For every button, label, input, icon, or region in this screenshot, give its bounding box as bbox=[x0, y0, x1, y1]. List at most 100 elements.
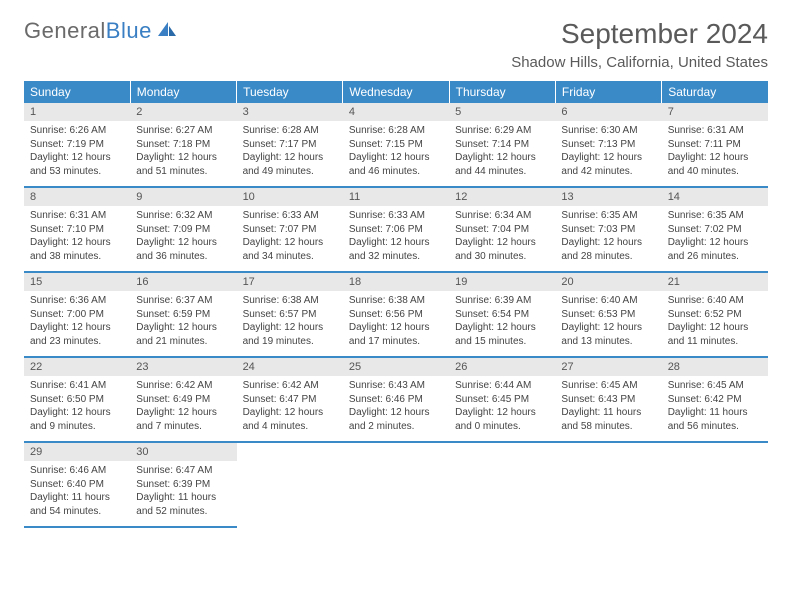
sunrise-text: Sunrise: 6:35 AM bbox=[668, 209, 762, 223]
sunset-text: Sunset: 7:18 PM bbox=[136, 138, 230, 152]
day-number: 6 bbox=[555, 103, 661, 121]
sunset-text: Sunset: 7:02 PM bbox=[668, 223, 762, 237]
day-number: 1 bbox=[24, 103, 130, 121]
daylight-text: Daylight: 11 hours and 52 minutes. bbox=[136, 491, 230, 518]
sunset-text: Sunset: 6:46 PM bbox=[349, 393, 443, 407]
calendar-row: 1Sunrise: 6:26 AMSunset: 7:19 PMDaylight… bbox=[24, 103, 768, 187]
sunset-text: Sunset: 6:42 PM bbox=[668, 393, 762, 407]
sunset-text: Sunset: 6:59 PM bbox=[136, 308, 230, 322]
calendar-cell bbox=[343, 442, 449, 527]
day-number: 5 bbox=[449, 103, 555, 121]
daylight-text: Daylight: 11 hours and 56 minutes. bbox=[668, 406, 762, 433]
sunset-text: Sunset: 7:07 PM bbox=[243, 223, 337, 237]
day-number: 19 bbox=[449, 273, 555, 291]
day-number: 14 bbox=[662, 188, 768, 206]
weekday-header: Sunday bbox=[24, 81, 130, 103]
day-body: Sunrise: 6:44 AMSunset: 6:45 PMDaylight:… bbox=[449, 376, 555, 441]
day-body: Sunrise: 6:47 AMSunset: 6:39 PMDaylight:… bbox=[130, 461, 236, 526]
day-number: 4 bbox=[343, 103, 449, 121]
day-number: 12 bbox=[449, 188, 555, 206]
empty-body bbox=[449, 461, 555, 521]
sunrise-text: Sunrise: 6:28 AM bbox=[243, 124, 337, 138]
daylight-text: Daylight: 12 hours and 53 minutes. bbox=[30, 151, 124, 178]
calendar-row: 15Sunrise: 6:36 AMSunset: 7:00 PMDayligh… bbox=[24, 272, 768, 357]
day-number: 18 bbox=[343, 273, 449, 291]
sunrise-text: Sunrise: 6:26 AM bbox=[30, 124, 124, 138]
calendar-cell: 16Sunrise: 6:37 AMSunset: 6:59 PMDayligh… bbox=[130, 272, 236, 357]
daylight-text: Daylight: 12 hours and 11 minutes. bbox=[668, 321, 762, 348]
calendar-cell: 27Sunrise: 6:45 AMSunset: 6:43 PMDayligh… bbox=[555, 357, 661, 442]
day-body: Sunrise: 6:40 AMSunset: 6:53 PMDaylight:… bbox=[555, 291, 661, 356]
empty-body bbox=[555, 461, 661, 521]
sunrise-text: Sunrise: 6:30 AM bbox=[561, 124, 655, 138]
sail-icon bbox=[156, 18, 178, 44]
sunrise-text: Sunrise: 6:40 AM bbox=[561, 294, 655, 308]
calendar-cell: 28Sunrise: 6:45 AMSunset: 6:42 PMDayligh… bbox=[662, 357, 768, 442]
calendar-cell: 20Sunrise: 6:40 AMSunset: 6:53 PMDayligh… bbox=[555, 272, 661, 357]
calendar-cell: 2Sunrise: 6:27 AMSunset: 7:18 PMDaylight… bbox=[130, 103, 236, 187]
calendar-cell: 5Sunrise: 6:29 AMSunset: 7:14 PMDaylight… bbox=[449, 103, 555, 187]
calendar-cell: 29Sunrise: 6:46 AMSunset: 6:40 PMDayligh… bbox=[24, 442, 130, 527]
empty-body bbox=[662, 461, 768, 521]
calendar-cell: 4Sunrise: 6:28 AMSunset: 7:15 PMDaylight… bbox=[343, 103, 449, 187]
brand-part1: General bbox=[24, 18, 106, 44]
day-number: 28 bbox=[662, 358, 768, 376]
sunset-text: Sunset: 7:00 PM bbox=[30, 308, 124, 322]
calendar-cell: 10Sunrise: 6:33 AMSunset: 7:07 PMDayligh… bbox=[237, 187, 343, 272]
sunset-text: Sunset: 7:06 PM bbox=[349, 223, 443, 237]
calendar-cell: 14Sunrise: 6:35 AMSunset: 7:02 PMDayligh… bbox=[662, 187, 768, 272]
calendar-cell: 19Sunrise: 6:39 AMSunset: 6:54 PMDayligh… bbox=[449, 272, 555, 357]
sunrise-text: Sunrise: 6:33 AM bbox=[243, 209, 337, 223]
calendar-cell: 1Sunrise: 6:26 AMSunset: 7:19 PMDaylight… bbox=[24, 103, 130, 187]
sunrise-text: Sunrise: 6:37 AM bbox=[136, 294, 230, 308]
sunrise-text: Sunrise: 6:31 AM bbox=[30, 209, 124, 223]
sunrise-text: Sunrise: 6:38 AM bbox=[349, 294, 443, 308]
day-number: 23 bbox=[130, 358, 236, 376]
day-body: Sunrise: 6:45 AMSunset: 6:43 PMDaylight:… bbox=[555, 376, 661, 441]
calendar-cell: 13Sunrise: 6:35 AMSunset: 7:03 PMDayligh… bbox=[555, 187, 661, 272]
daylight-text: Daylight: 12 hours and 42 minutes. bbox=[561, 151, 655, 178]
day-number: 29 bbox=[24, 443, 130, 461]
day-body: Sunrise: 6:40 AMSunset: 6:52 PMDaylight:… bbox=[662, 291, 768, 356]
sunrise-text: Sunrise: 6:39 AM bbox=[455, 294, 549, 308]
calendar-cell: 24Sunrise: 6:42 AMSunset: 6:47 PMDayligh… bbox=[237, 357, 343, 442]
sunset-text: Sunset: 6:54 PM bbox=[455, 308, 549, 322]
day-body: Sunrise: 6:46 AMSunset: 6:40 PMDaylight:… bbox=[24, 461, 130, 526]
calendar-cell: 11Sunrise: 6:33 AMSunset: 7:06 PMDayligh… bbox=[343, 187, 449, 272]
sunrise-text: Sunrise: 6:44 AM bbox=[455, 379, 549, 393]
day-number: 7 bbox=[662, 103, 768, 121]
day-body: Sunrise: 6:28 AMSunset: 7:15 PMDaylight:… bbox=[343, 121, 449, 186]
empty-daynum bbox=[343, 443, 449, 461]
sunset-text: Sunset: 7:10 PM bbox=[30, 223, 124, 237]
day-number: 2 bbox=[130, 103, 236, 121]
calendar-row: 8Sunrise: 6:31 AMSunset: 7:10 PMDaylight… bbox=[24, 187, 768, 272]
day-body: Sunrise: 6:39 AMSunset: 6:54 PMDaylight:… bbox=[449, 291, 555, 356]
weekday-header: Monday bbox=[130, 81, 236, 103]
sunrise-text: Sunrise: 6:31 AM bbox=[668, 124, 762, 138]
empty-daynum bbox=[449, 443, 555, 461]
weekday-header: Thursday bbox=[449, 81, 555, 103]
day-number: 9 bbox=[130, 188, 236, 206]
sunrise-text: Sunrise: 6:45 AM bbox=[561, 379, 655, 393]
sunrise-text: Sunrise: 6:34 AM bbox=[455, 209, 549, 223]
location-text: Shadow Hills, California, United States bbox=[24, 54, 768, 71]
day-number: 8 bbox=[24, 188, 130, 206]
day-number: 26 bbox=[449, 358, 555, 376]
sunset-text: Sunset: 6:47 PM bbox=[243, 393, 337, 407]
calendar-cell bbox=[237, 442, 343, 527]
day-number: 24 bbox=[237, 358, 343, 376]
daylight-text: Daylight: 12 hours and 4 minutes. bbox=[243, 406, 337, 433]
calendar-cell: 22Sunrise: 6:41 AMSunset: 6:50 PMDayligh… bbox=[24, 357, 130, 442]
day-body: Sunrise: 6:42 AMSunset: 6:47 PMDaylight:… bbox=[237, 376, 343, 441]
daylight-text: Daylight: 12 hours and 2 minutes. bbox=[349, 406, 443, 433]
calendar-cell: 9Sunrise: 6:32 AMSunset: 7:09 PMDaylight… bbox=[130, 187, 236, 272]
sunrise-text: Sunrise: 6:43 AM bbox=[349, 379, 443, 393]
day-body: Sunrise: 6:37 AMSunset: 6:59 PMDaylight:… bbox=[130, 291, 236, 356]
empty-daynum bbox=[555, 443, 661, 461]
day-body: Sunrise: 6:31 AMSunset: 7:11 PMDaylight:… bbox=[662, 121, 768, 186]
calendar-cell bbox=[555, 442, 661, 527]
calendar-cell: 12Sunrise: 6:34 AMSunset: 7:04 PMDayligh… bbox=[449, 187, 555, 272]
daylight-text: Daylight: 12 hours and 9 minutes. bbox=[30, 406, 124, 433]
sunrise-text: Sunrise: 6:40 AM bbox=[668, 294, 762, 308]
day-body: Sunrise: 6:42 AMSunset: 6:49 PMDaylight:… bbox=[130, 376, 236, 441]
